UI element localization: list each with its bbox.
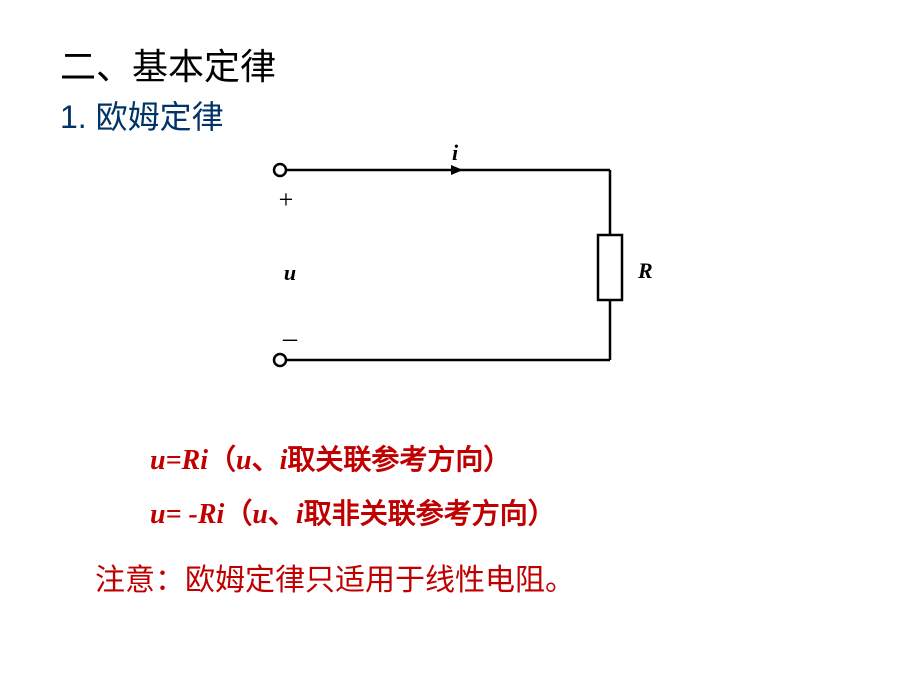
formula2-var-u: u [252,499,268,530]
terminal-top [274,164,286,176]
sep: 、 [252,445,280,476]
note-text: 注意：欧姆定律只适用于线性电阻。 [95,555,575,599]
formula2-text: 取非关联参考方向 [304,499,528,530]
subsection-heading: 1. 欧姆定律 [60,92,224,138]
paren-open: （ [224,499,252,530]
formula1-var-u: u [236,445,252,476]
formula1-text: 取关联参考方向 [287,445,483,476]
label-i: i [452,140,459,165]
formula-non-associated: u= -Ri（u、i取非关联参考方向） [150,492,556,532]
terminal-bottom [274,354,286,366]
section-heading: 二、基本定律 [60,38,276,90]
circuit-diagram: i + u – R [250,140,670,400]
label-minus: – [282,323,298,354]
label-plus: + [279,185,294,214]
formula2-var-i: i [296,499,304,530]
sep: 、 [268,499,296,530]
subsection-number: 1. [60,99,87,135]
paren-close: ） [483,445,511,476]
paren-close: ） [528,499,556,530]
label-u: u [284,260,296,285]
paren-open: （ [208,445,236,476]
formula2-equation: u= -Ri [150,499,224,530]
slide: 二、基本定律 1. 欧姆定律 i+u–R u=Ri（u、i取关联参考方向） u=… [0,0,920,690]
formula1-equation: u=Ri [150,445,208,476]
formulas-block: u=Ri（u、i取关联参考方向） u= -Ri（u、i取非关联参考方向） [150,438,556,546]
resistor [598,235,622,300]
subsection-title: 欧姆定律 [96,99,224,135]
current-arrow-icon [451,165,463,175]
label-R: R [637,258,653,283]
formula-associated: u=Ri（u、i取关联参考方向） [150,438,556,478]
